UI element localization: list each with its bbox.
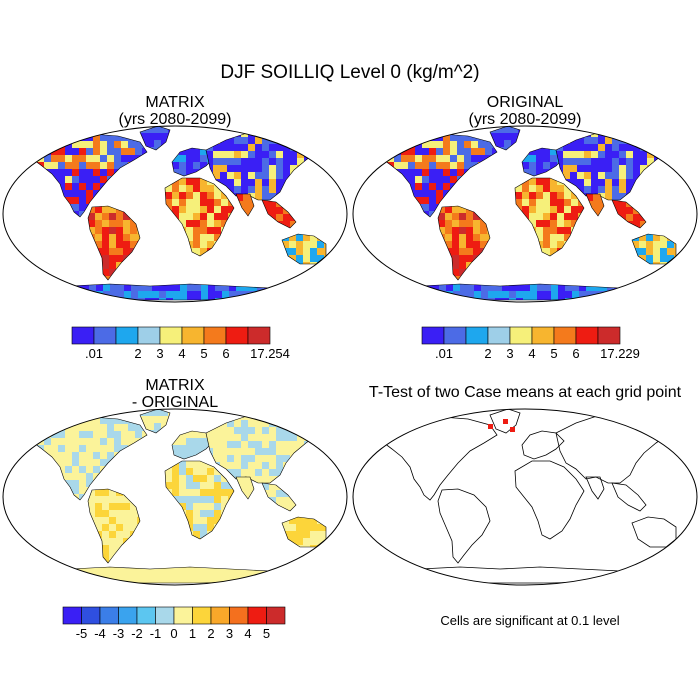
coastline-seAsia [611,482,647,512]
colorbar-swatch [136,606,156,625]
colorbar-swatch [575,326,599,345]
panel-title-matrix: MATRIX (yrs 2080-2099) [25,94,325,128]
colorbar-tick-label: 3 [225,626,234,641]
map-ttest-panel [352,408,698,586]
coastline-southAmerica [437,488,491,564]
colorbar-swatch [181,326,205,345]
significance-note: Cells are significant at 0.1 level [440,613,620,628]
coastline-greenland [489,409,521,434]
colorbar-swatch [173,606,193,625]
colorbar-tick-label: 5 [262,626,271,641]
colorbar-tick-label: 17.254 [250,346,290,361]
colorbar-tick-label: -2 [131,626,143,641]
panel-title-ttest: T-Test of two Case means at each grid po… [368,384,682,401]
colorbar-swatch [531,326,555,345]
colorbar-swatch [137,326,161,345]
map-original-panel [352,125,698,303]
colorbar-tick-label: .01 [434,346,454,361]
colorbar-swatch [118,606,138,625]
colorbar-original [421,326,621,345]
colorbar-swatch [155,606,175,625]
panel-title-difference-line1: MATRIX [145,377,205,394]
colorbar-swatch [99,606,119,625]
map-matrix-panel [2,125,348,303]
colorbar-swatch [509,326,533,345]
colorbar-tick-label: .01 [84,346,104,361]
colorbar-swatch [487,326,511,345]
colorbar-tick-label: 17.229 [600,346,640,361]
colorbar-tick-label: 0 [170,626,178,641]
significant-cell [510,427,515,432]
coastline-india [585,476,605,500]
colorbar-swatch [225,326,249,345]
map-border [2,125,348,303]
colorbar-swatch [597,326,621,345]
colorbar-tick-label: 6 [222,346,230,361]
colorbar-swatch [192,606,212,625]
colorbar-swatch [421,326,445,345]
colorbar-swatch [247,326,271,345]
panel-title-original-line1: ORIGINAL [486,94,564,111]
colorbar-difference [62,606,286,625]
colorbar-tick-label: 4 [528,346,536,361]
significant-cell [488,424,493,429]
colorbar-tick-label: -3 [112,626,125,641]
map-difference-panel [2,408,348,586]
colorbar-swatch [71,326,95,345]
map-border [352,408,698,586]
significant-cell [503,419,508,424]
colorbar-swatch [159,326,183,345]
colorbar-tick-label: 2 [207,626,215,641]
colorbar-swatch [553,326,577,345]
colorbar-tick-label: 5 [200,346,208,361]
colorbar-swatch [210,606,230,625]
colorbar-tick-label: 3 [506,346,514,361]
colorbar-swatch [203,326,227,345]
map-border [352,125,698,303]
colorbar-swatch [443,326,467,345]
colorbar-swatch [93,326,117,345]
colorbar-tick-label: 1 [188,626,197,641]
colorbar-tick-label: 5 [550,346,558,361]
colorbar-tick-label: 4 [178,346,186,361]
colorbar-tick-label: 6 [572,346,580,361]
colorbar-swatch [62,606,82,625]
map-border [2,408,348,586]
panel-title-matrix-line1: MATRIX [145,94,205,111]
colorbar-tick-label: -4 [94,626,106,641]
colorbar-swatch [81,606,101,625]
colorbar-swatch [465,326,489,345]
panel-title-original: ORIGINAL (yrs 2080-2099) [375,94,675,128]
colorbar-swatch [266,606,286,625]
panel-title-matrix-line2: (yrs 2080-2099) [118,111,232,128]
coastline-northAmerica [379,416,498,501]
colorbar-swatch [247,606,267,625]
colorbar-matrix [71,326,271,345]
figure-title: DJF SOILLIQ Level 0 (kg/m^2) [220,62,480,83]
coastline-africa [514,460,585,540]
colorbar-tick-label: -5 [75,626,88,641]
panel-title-original-line2: (yrs 2080-2099) [468,111,582,128]
colorbar-tick-label: 4 [244,626,252,641]
panel-title-difference: MATRIX - ORIGINAL [25,377,325,411]
coastline-europe [521,430,565,460]
colorbar-swatch [229,606,249,625]
colorbar-swatch [115,326,139,345]
panel-title-difference-line2: - ORIGINAL [131,394,219,411]
colorbar-tick-label: 3 [156,346,164,361]
colorbar-tick-label: -1 [149,626,162,641]
colorbar-tick-label: 2 [484,346,492,361]
colorbar-tick-label: 2 [134,346,142,361]
